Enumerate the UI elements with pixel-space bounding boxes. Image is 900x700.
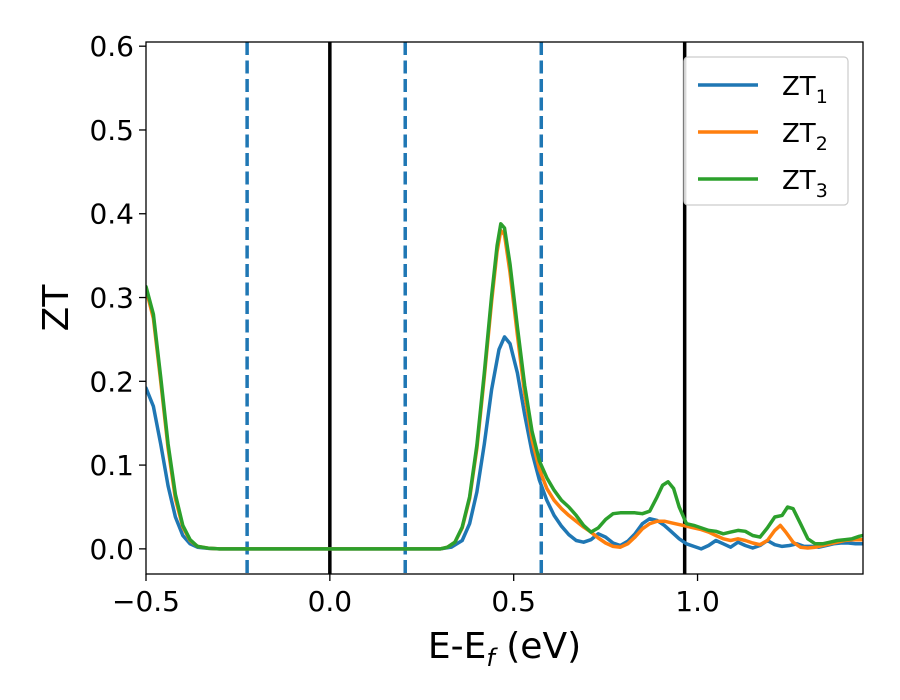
legend-label-zt1: ZT1 xyxy=(782,72,828,108)
y-tick-label-1: 0.1 xyxy=(89,449,134,482)
legend-box xyxy=(683,56,849,206)
y-tick-label-6: 0.6 xyxy=(89,30,134,63)
x-tick-label-3: 1.0 xyxy=(675,585,720,618)
x-axis-label-suffix: (eV) xyxy=(495,626,581,667)
plot-frame xyxy=(145,41,864,575)
x-tick-label-2: 0.5 xyxy=(491,585,536,618)
y-tick-label-2: 0.2 xyxy=(89,365,134,398)
x-tick-label-0: −0.5 xyxy=(112,585,180,618)
legend: ZT1 ZT2 ZT3 xyxy=(683,56,849,206)
y-tick-label-3: 0.3 xyxy=(89,282,134,315)
y-tick-label-4: 0.4 xyxy=(89,198,134,231)
x-tick-label-1: 0.0 xyxy=(308,585,353,618)
x-axis-label: E-Ef (eV) xyxy=(428,626,581,672)
y-axis-ticks: 0.0 0.1 0.2 0.3 0.4 0.5 0.6 xyxy=(89,30,146,566)
y-tick-label-0: 0.0 xyxy=(89,533,134,566)
x-axis-ticks: −0.5 0.0 0.5 1.0 xyxy=(112,574,720,618)
x-axis-label-main: E-E xyxy=(428,626,486,667)
y-tick-label-5: 0.5 xyxy=(89,114,134,147)
legend-label-zt2: ZT2 xyxy=(782,119,828,155)
series-line-zt3 xyxy=(146,222,863,551)
y-axis-label: ZT xyxy=(36,284,77,332)
series-lines xyxy=(146,222,863,551)
series-line-zt1 xyxy=(146,335,863,551)
legend-label-zt3: ZT3 xyxy=(782,166,828,202)
